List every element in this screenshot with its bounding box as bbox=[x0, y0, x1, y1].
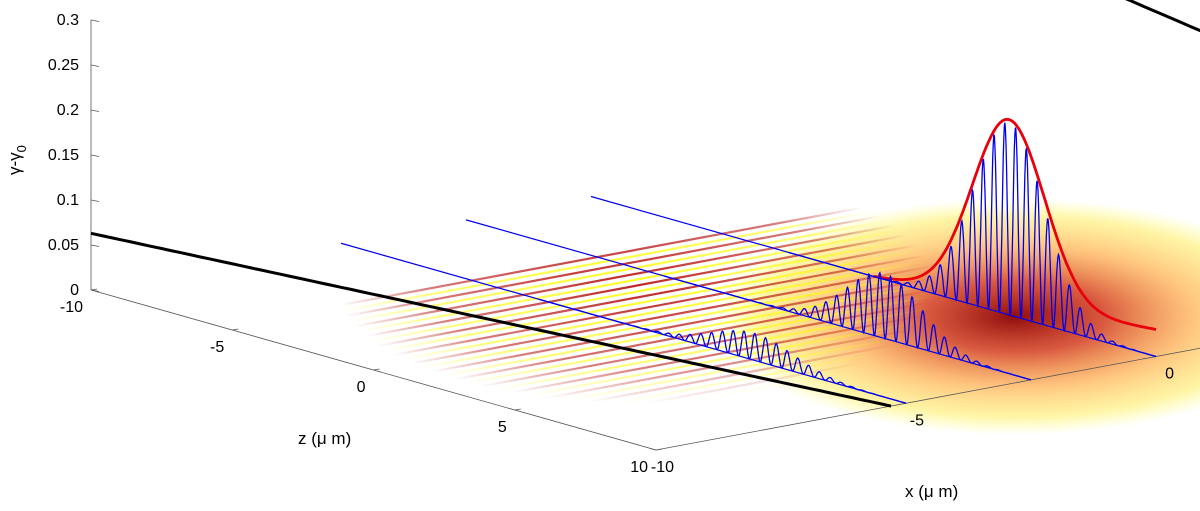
x-tick-label: -5 bbox=[910, 412, 924, 429]
y-axis-label-sub: 0 bbox=[14, 145, 29, 152]
y-tick-mark bbox=[91, 65, 99, 67]
z-tick-label: -10 bbox=[60, 299, 83, 316]
z-tick-label: -5 bbox=[210, 339, 224, 356]
y-axis-label: γ-γ0 bbox=[5, 145, 29, 175]
x-axis-label: x (μ m) bbox=[905, 482, 958, 501]
y-tick-mark bbox=[91, 200, 99, 202]
y-tick-mark bbox=[91, 245, 99, 247]
y-tick-label: 0.05 bbox=[48, 237, 79, 254]
z-tick-label: 5 bbox=[498, 419, 507, 436]
z-tick-label: 10 bbox=[630, 459, 648, 476]
y-tick-mark bbox=[91, 155, 99, 157]
y-tick-label: 0 bbox=[70, 282, 79, 299]
x-tick-label: -10 bbox=[651, 459, 674, 476]
x-tick-label: 0 bbox=[1165, 366, 1174, 383]
y-tick-label: 0.25 bbox=[48, 57, 79, 74]
y-tick-label: 0.3 bbox=[57, 12, 79, 29]
z-axis-label: z (μ m) bbox=[298, 429, 351, 448]
y-tick-label: 0.2 bbox=[57, 102, 79, 119]
y-tick-label: 0.15 bbox=[48, 147, 79, 164]
y-tick-label: 0.1 bbox=[57, 192, 79, 209]
y-axis-label-main: γ-γ bbox=[5, 152, 24, 175]
y-tick-mark bbox=[91, 20, 99, 22]
svg-text:γ-γ0: γ-γ0 bbox=[5, 145, 29, 175]
z-tick-label: 0 bbox=[357, 379, 366, 396]
y-tick-mark bbox=[91, 110, 99, 112]
